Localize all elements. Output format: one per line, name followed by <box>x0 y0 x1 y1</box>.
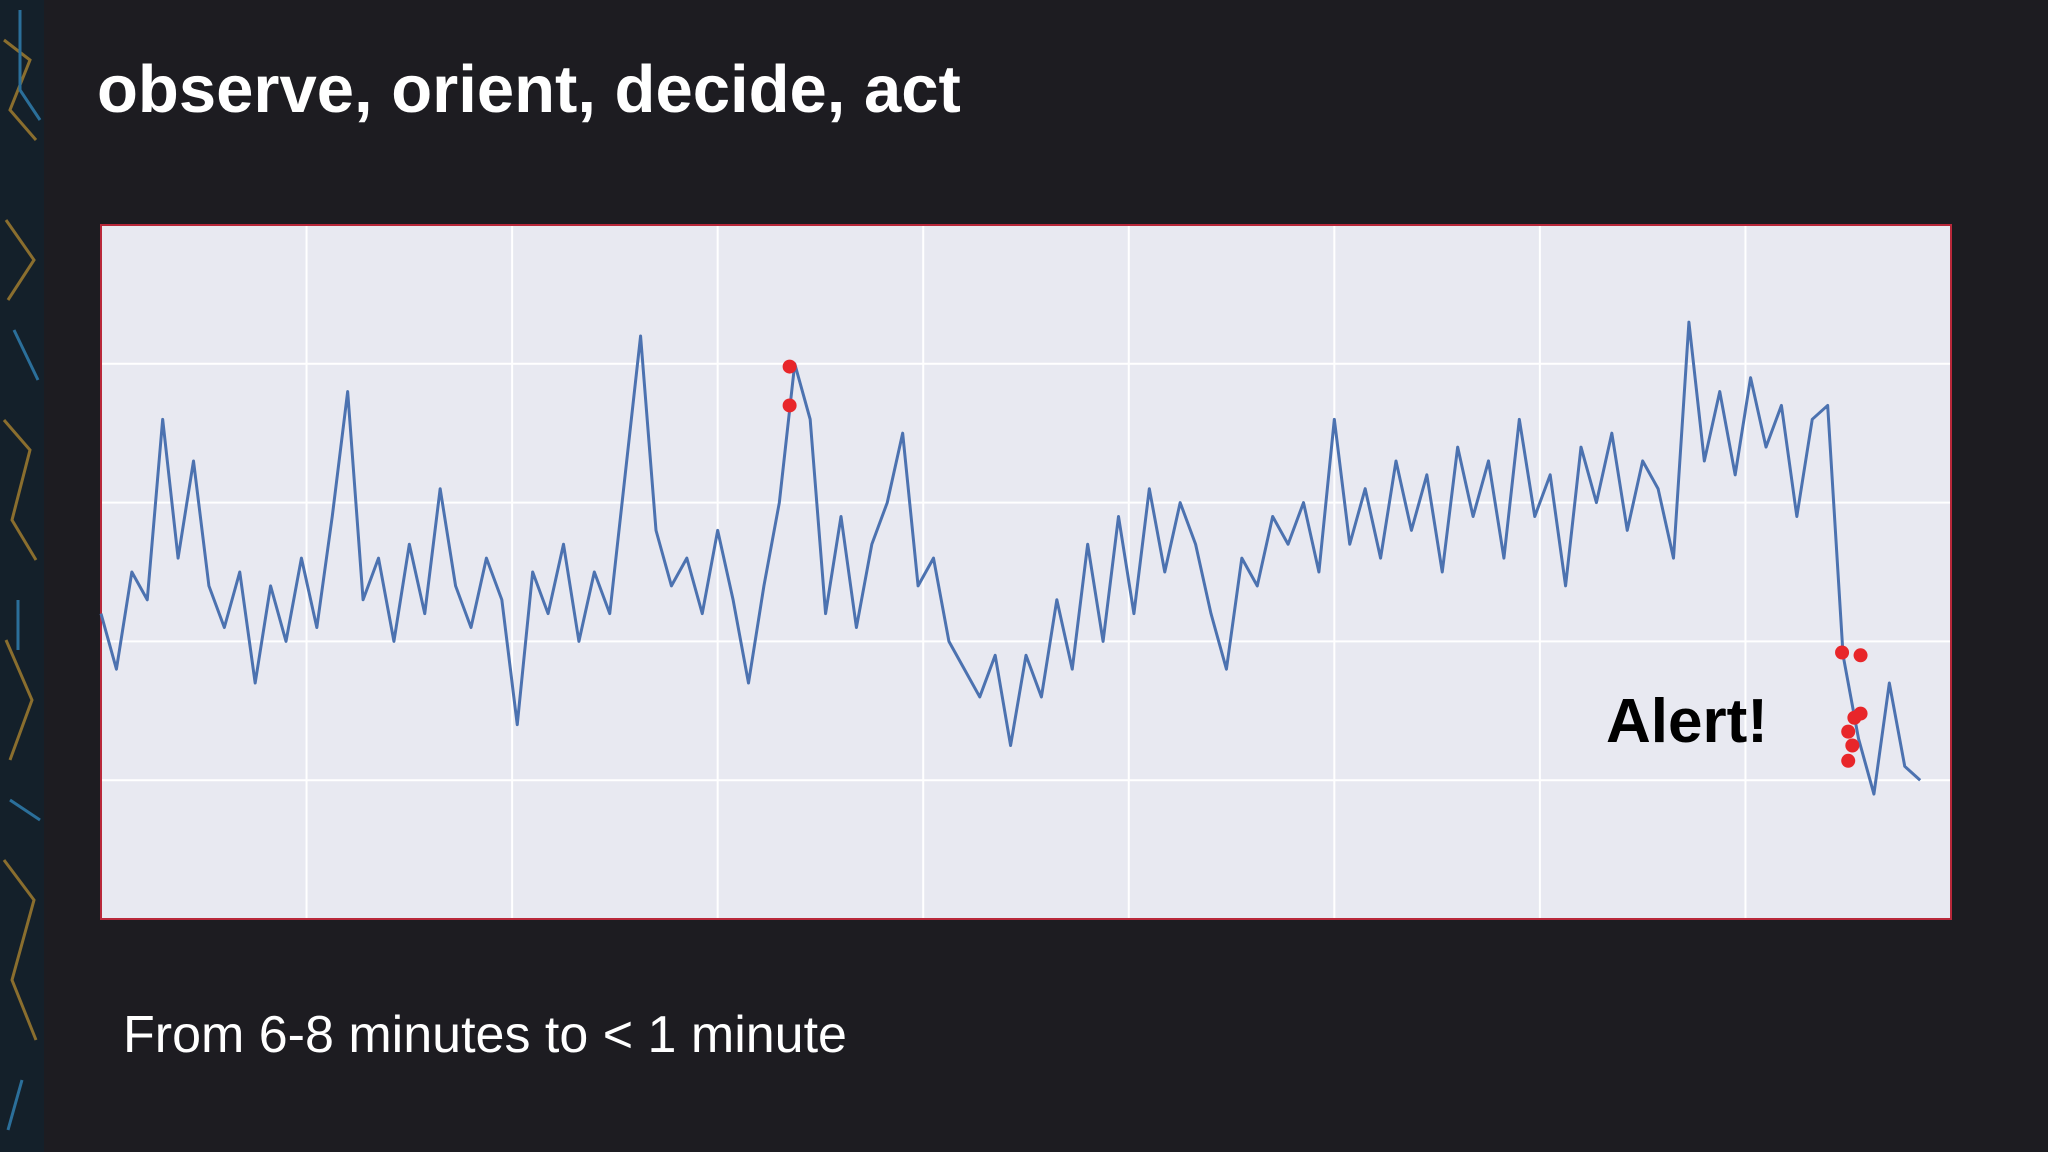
marks <box>99 320 1922 796</box>
annotation: Alert! <box>1606 687 1768 756</box>
slide-title: observe, orient, decide, act <box>97 52 961 127</box>
anomaly-point <box>1845 738 1860 753</box>
side-pattern <box>6 10 42 1131</box>
anomaly-point <box>782 359 797 374</box>
slide-caption: From 6-8 minutes to < 1 minute <box>123 1006 847 1064</box>
grid <box>102 226 1950 918</box>
anomaly-point <box>1853 648 1868 663</box>
anomaly-point <box>1835 645 1850 660</box>
series-line <box>99 320 1922 796</box>
anomaly-point <box>1853 706 1868 721</box>
anomaly-point <box>1841 753 1856 768</box>
anomaly-point <box>782 398 797 413</box>
anomaly-point <box>1841 724 1856 739</box>
plot-area <box>100 224 1952 920</box>
side-decoration <box>0 0 44 1152</box>
